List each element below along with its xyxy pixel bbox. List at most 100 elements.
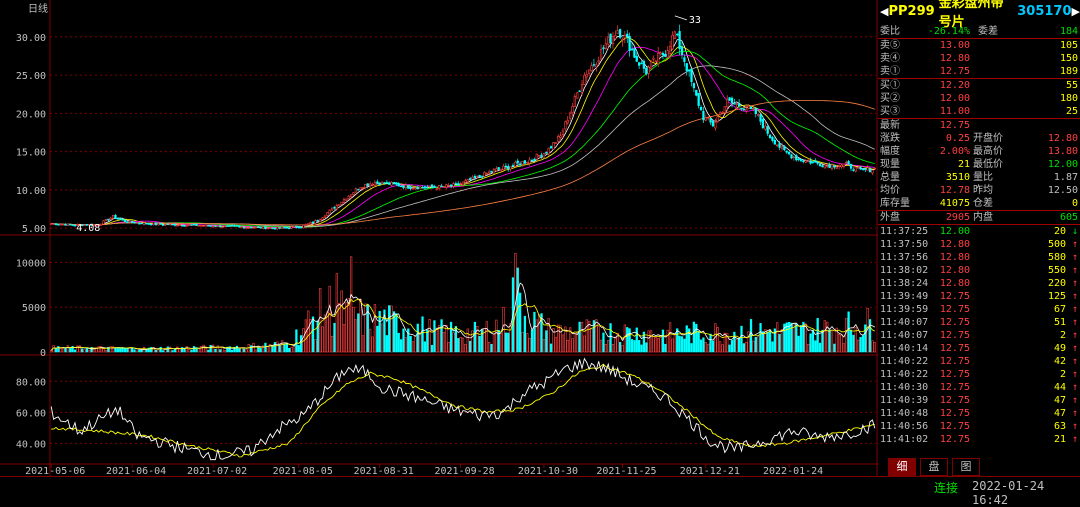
candle-body [164,223,167,226]
price-tick-label: 5.00 [22,224,46,235]
tick-price: 12.75 [939,330,970,341]
volume-bar [759,323,762,353]
candle-body [259,227,262,229]
candle-body [811,161,815,163]
candle-body [352,192,355,196]
volume-bar [240,347,243,353]
volume-bar [326,311,329,353]
volume-bar [671,338,674,353]
label: 开盘价 [973,133,1003,144]
candle-body [787,151,791,155]
tick-volume: 580 [1047,252,1066,263]
volume-bar [507,332,510,353]
low-label: 4.08 [76,223,100,234]
volume-bar [309,318,312,353]
candle-body [349,194,353,197]
candle-body [511,165,515,167]
price-tick-label: 25.00 [16,71,46,82]
volume-bar [338,303,341,353]
label: 委差 [978,26,998,37]
volume-bar [273,342,277,353]
volume-bar [261,345,265,353]
osc-tick-label: 60.00 [16,408,46,419]
candle-body [388,182,391,185]
candle-body [552,142,555,150]
candle-body [868,168,872,173]
volume-bar [126,348,129,353]
candle-body [397,183,400,187]
volume-bar [314,339,317,353]
value: 12.50 [1047,185,1078,196]
candle-body [309,222,312,225]
volume-bar [611,344,615,353]
candle-body [823,164,826,169]
volume-bar [307,310,310,353]
volume-bar [238,348,241,353]
volume-bar [707,343,710,353]
instrument-name: 金彩盘州带号片 [938,0,1004,30]
candle-body [871,169,874,174]
candle-body [664,53,667,57]
candle-body [518,163,522,166]
tick-direction: ↑ [1071,252,1078,263]
volume-bar [521,331,524,353]
volume-bar [380,323,384,353]
next-arrow-icon[interactable]: ▶ [1071,4,1080,18]
candle-body [107,218,110,221]
candle-body [728,97,731,101]
volume-tick-label: 5000 [22,303,46,314]
price-tick-label: 20.00 [16,109,46,120]
candle-body [328,209,331,214]
x-tick-label: 2021-09-28 [435,466,495,476]
candle-body [626,33,629,37]
prev-arrow-icon[interactable]: ◀ [880,4,889,18]
candle-body [347,195,350,200]
candle-body [250,226,253,229]
tick-direction: ↑ [1071,395,1078,406]
volume-bar [397,332,400,353]
candle-body [761,119,765,129]
volume-bar [288,348,291,353]
candle-body [135,222,139,224]
volume-bar [290,346,293,353]
candle-body [102,220,105,225]
tick-direction: ↑ [1071,317,1078,328]
stat-row: 均价 12.78 昨均 12.50 [878,184,1080,197]
candle-body [652,57,655,60]
candle-body [357,189,360,191]
candle-body [364,183,367,188]
kline-chart[interactable]: 日线 30.00 25.00 20.00 15.00 10.00 5.00 10000 5000… [0,0,878,476]
candle-body [183,225,186,227]
volume-bar [592,320,596,353]
volume-bar [523,315,527,353]
candle-body [597,60,600,63]
volume-bar [790,322,793,353]
label: 昨均 [973,185,993,196]
volume-bar [849,329,853,353]
tab-book[interactable]: 盘 [920,458,948,476]
candle-body [852,169,855,171]
candle-body [857,167,860,169]
candle-body [766,126,769,134]
volume-bar [419,332,422,353]
candle-body [547,147,550,155]
candle-body [542,153,546,159]
tick-time: 11:40:22 [880,369,929,380]
candle-body [630,48,634,51]
candle-body [59,224,62,226]
volume-bar [709,333,712,353]
volume-bar [161,350,165,353]
tab-detail[interactable]: 细 [888,458,916,476]
candle-body [192,223,196,226]
candle-body [176,225,179,227]
volume-bar [609,323,612,353]
volume-bar [490,344,493,353]
candle-body [254,226,258,229]
volume-bar [423,341,427,353]
candle-body [57,224,60,226]
tab-chart[interactable]: 图 [952,458,980,476]
volume-bar [683,338,686,353]
volume-bar [107,347,110,353]
tick-price: 12.75 [939,369,970,380]
label: 最新 [880,120,900,131]
